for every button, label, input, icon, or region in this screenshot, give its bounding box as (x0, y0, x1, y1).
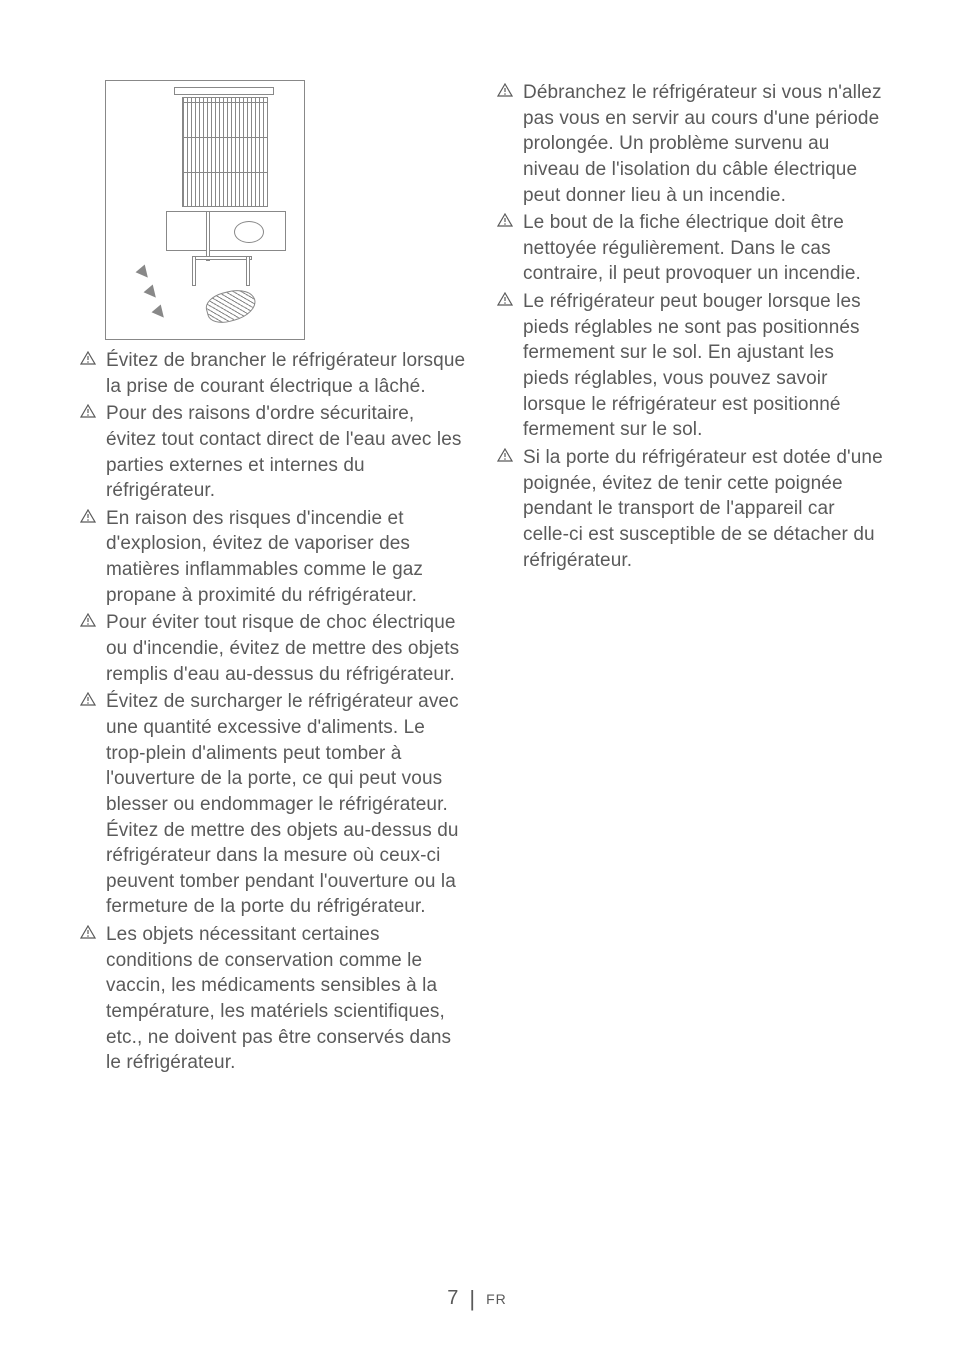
warning-text: Le réfrigérateur peut bouger lorsque les… (523, 289, 884, 443)
warning-icon (497, 213, 515, 227)
warning-text: En raison des risques d'incendie et d'ex… (106, 506, 467, 609)
warning-icon (80, 692, 98, 706)
warning-icon (80, 404, 98, 418)
page-footer: 7 | FR (0, 1284, 954, 1310)
warning-text: Évitez de surcharger le réfrigérateur av… (106, 689, 467, 920)
right-column: Débranchez le réfrigérateur si vous n'al… (497, 80, 884, 1078)
warning-icon (497, 292, 515, 306)
warning-text: Si la porte du réfrigérateur est dotée d… (523, 445, 884, 573)
warning-item: Pour éviter tout risque de choc électriq… (80, 610, 467, 687)
warning-text: Pour des raisons d'ordre sécuritaire, év… (106, 401, 467, 504)
warning-icon (497, 448, 515, 462)
warning-icon (80, 613, 98, 627)
warning-icon (80, 351, 98, 365)
warning-item: Évitez de surcharger le réfrigérateur av… (80, 689, 467, 920)
warning-icon (80, 925, 98, 939)
footer-separator: | (469, 1286, 475, 1311)
warning-text: Débranchez le réfrigérateur si vous n'al… (523, 80, 884, 208)
fridge-illustration (105, 80, 305, 340)
warning-item: Évitez de brancher le réfrigérateur lors… (80, 348, 467, 399)
warning-icon (497, 83, 515, 97)
warning-item: Si la porte du réfrigérateur est dotée d… (497, 445, 884, 573)
warning-item: Débranchez le réfrigérateur si vous n'al… (497, 80, 884, 208)
warning-text: Le bout de la fiche électrique doit être… (523, 210, 884, 287)
page-content: Évitez de brancher le réfrigérateur lors… (0, 0, 954, 1138)
warning-icon (80, 509, 98, 523)
warning-item: Le bout de la fiche électrique doit être… (497, 210, 884, 287)
warning-item: Pour des raisons d'ordre sécuritaire, év… (80, 401, 467, 504)
warning-item: En raison des risques d'incendie et d'ex… (80, 506, 467, 609)
page-number: 7 (447, 1287, 458, 1309)
warning-text: Évitez de brancher le réfrigérateur lors… (106, 348, 467, 399)
warning-item: Le réfrigérateur peut bouger lorsque les… (497, 289, 884, 443)
warning-text: Les objets nécessitant certaines conditi… (106, 922, 467, 1076)
warning-text: Pour éviter tout risque de choc électriq… (106, 610, 467, 687)
warning-item: Les objets nécessitant certaines conditi… (80, 922, 467, 1076)
language-code: FR (486, 1291, 507, 1307)
left-column: Évitez de brancher le réfrigérateur lors… (80, 80, 467, 1078)
